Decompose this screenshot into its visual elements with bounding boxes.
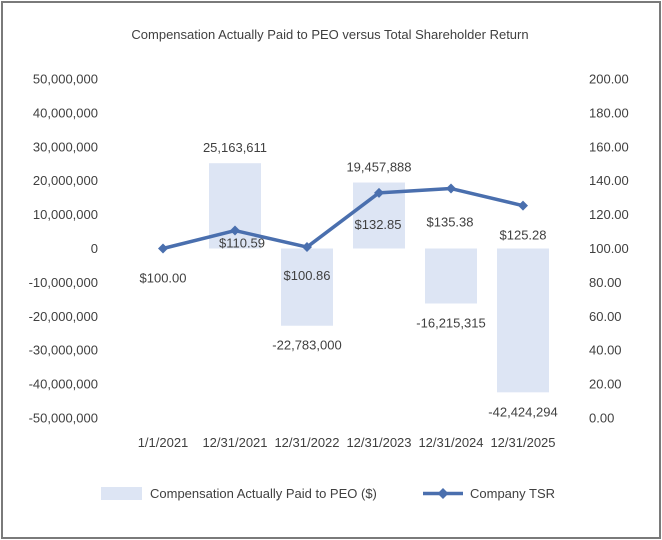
- x-tick-label: 12/31/2022: [274, 435, 339, 450]
- tsr-label: $135.38: [427, 215, 474, 230]
- right-tick-label: 60.00: [589, 309, 622, 324]
- right-tick-label: 120.00: [589, 207, 629, 222]
- bar: [497, 248, 549, 393]
- x-axis-ticks: 1/1/2021 12/31/2021 12/31/2022 12/31/2023 12…: [138, 435, 556, 450]
- legend-line-label: Company TSR: [470, 486, 555, 501]
- right-tick-label: 140.00: [589, 173, 629, 188]
- right-axis-ticks: 200.00 180.00 160.00 140.00 120.00 100.00 80.0…: [589, 72, 629, 426]
- right-tick-label: 100.00: [589, 241, 629, 256]
- tsr-marker: [374, 187, 384, 198]
- left-tick-label: 0: [91, 241, 98, 256]
- tsr-line: [162, 186, 524, 251]
- left-axis-ticks: 50,000,000 40,000,000 30,000,000 20,000,000…: [29, 72, 98, 426]
- tsr-marker: [446, 183, 456, 194]
- bar-label: 25,163,611: [203, 140, 267, 155]
- tsr-label: $110.59: [219, 236, 265, 251]
- line-data-labels: $100.00 $110.59 $100.86 $132.85 $135.38 $125.…: [140, 215, 547, 286]
- x-tick-label: 1/1/2021: [138, 435, 189, 450]
- bar: [281, 248, 333, 326]
- left-tick-label: 20,000,000: [33, 173, 98, 188]
- left-tick-label: -40,000,000: [29, 377, 98, 392]
- left-tick-label: -50,000,000: [29, 411, 98, 426]
- left-tick-label: 40,000,000: [33, 105, 98, 120]
- right-tick-label: 0.00: [589, 411, 614, 426]
- tsr-marker: [302, 242, 312, 253]
- bar-label: -42,424,294: [488, 404, 557, 419]
- bar: [425, 248, 477, 304]
- legend-bar-label: Compensation Actually Paid to PEO ($): [150, 486, 377, 501]
- right-tick-label: 160.00: [589, 139, 629, 154]
- right-tick-label: 200.00: [589, 72, 629, 87]
- bar-label: -16,215,315: [416, 315, 485, 330]
- chart-title: Compensation Actually Paid to PEO versus…: [131, 27, 528, 42]
- legend: Compensation Actually Paid to PEO ($) Co…: [101, 486, 555, 501]
- tsr-marker: [158, 243, 168, 254]
- left-tick-label: -30,000,000: [29, 343, 98, 358]
- left-tick-label: -10,000,000: [29, 275, 98, 290]
- x-tick-label: 12/31/2025: [490, 435, 555, 450]
- legend-bar-swatch: [101, 487, 142, 500]
- x-tick-label: 12/31/2021: [202, 435, 267, 450]
- left-tick-label: -20,000,000: [29, 309, 98, 324]
- bar-label: -22,783,000: [272, 338, 341, 353]
- bar-data-labels: 25,163,611 -22,783,000 19,457,888 -16,215,3…: [203, 140, 558, 419]
- left-tick-label: 10,000,000: [33, 207, 98, 222]
- right-tick-label: 80.00: [589, 275, 622, 290]
- tsr-label: $125.28: [500, 228, 547, 243]
- legend-line-marker: [437, 488, 449, 499]
- x-tick-label: 12/31/2024: [418, 435, 483, 450]
- tsr-label: $100.00: [140, 271, 187, 286]
- right-tick-label: 180.00: [589, 105, 629, 120]
- right-tick-label: 40.00: [589, 343, 622, 358]
- tsr-marker: [230, 225, 240, 236]
- bar-label: 19,457,888: [346, 160, 411, 175]
- x-tick-label: 12/31/2023: [346, 435, 411, 450]
- tsr-label: $100.86: [284, 268, 331, 283]
- line-series: [158, 183, 528, 254]
- right-tick-label: 20.00: [589, 377, 622, 392]
- tsr-label: $132.85: [355, 217, 402, 232]
- tsr-marker: [518, 200, 528, 211]
- left-tick-label: 50,000,000: [33, 72, 98, 87]
- left-tick-label: 30,000,000: [33, 139, 98, 154]
